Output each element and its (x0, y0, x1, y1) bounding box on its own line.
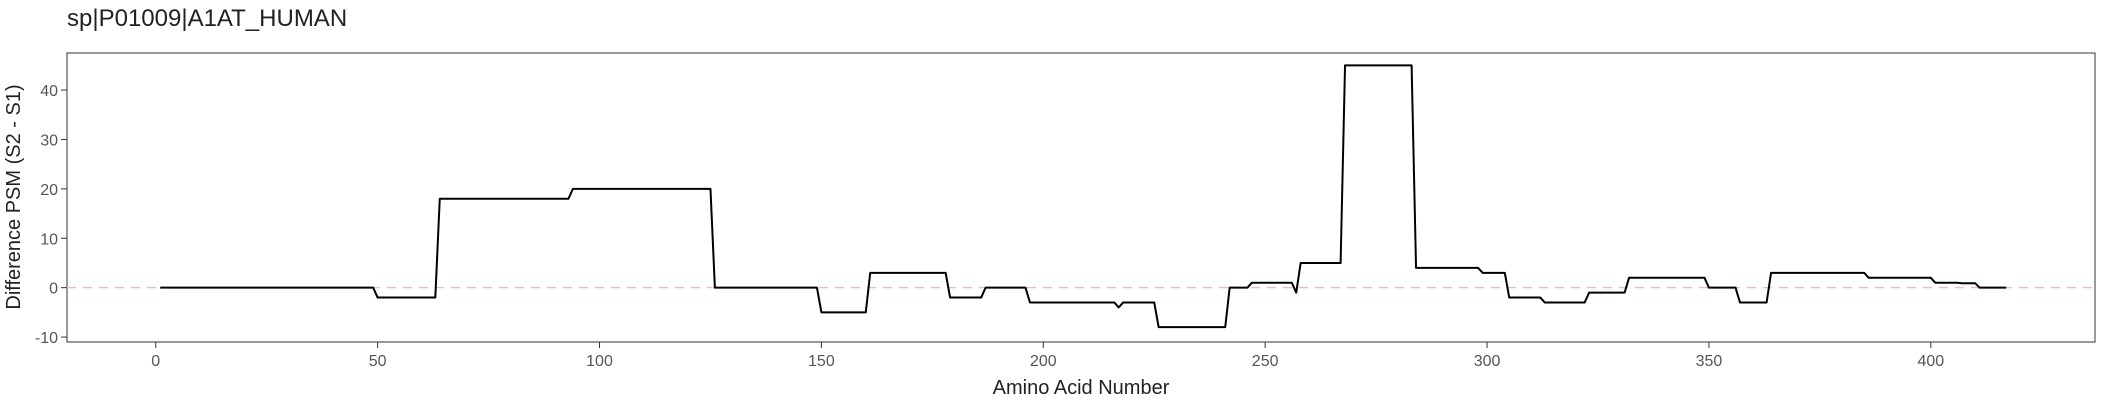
x-axis-label: Amino Acid Number (993, 377, 1170, 399)
x-tick-label: 50 (369, 353, 387, 370)
x-axis-ticks: 0 50 100 150 200 250 300 350 400 (151, 342, 1944, 370)
plot-frame (66, 52, 2096, 343)
y-axis-ticks: -10 0 10 20 30 40 (35, 83, 67, 347)
x-tick-label: 300 (1474, 353, 1501, 370)
x-tick-label: 200 (1030, 353, 1057, 370)
data-line-layer (160, 64, 2007, 329)
x-tick-label: 0 (151, 353, 160, 370)
y-tick-label: 40 (40, 83, 58, 100)
x-tick-label: 400 (1917, 353, 1944, 370)
x-tick-label: 150 (808, 353, 835, 370)
y-tick-label: 10 (40, 231, 58, 248)
x-tick-label: 250 (1252, 353, 1279, 370)
x-tick-label: 100 (586, 353, 613, 370)
y-axis-label: Difference PSM (S2 - S1) (3, 84, 25, 309)
y-tick-label: 0 (49, 281, 58, 298)
y-tick-label: -10 (35, 330, 58, 347)
psm-difference-line (160, 64, 2007, 329)
x-tick-label: 350 (1696, 353, 1723, 370)
chart-title: sp|P01009|A1AT_HUMAN (67, 5, 347, 32)
y-tick-label: 20 (40, 182, 58, 199)
y-tick-label: 30 (40, 132, 58, 149)
